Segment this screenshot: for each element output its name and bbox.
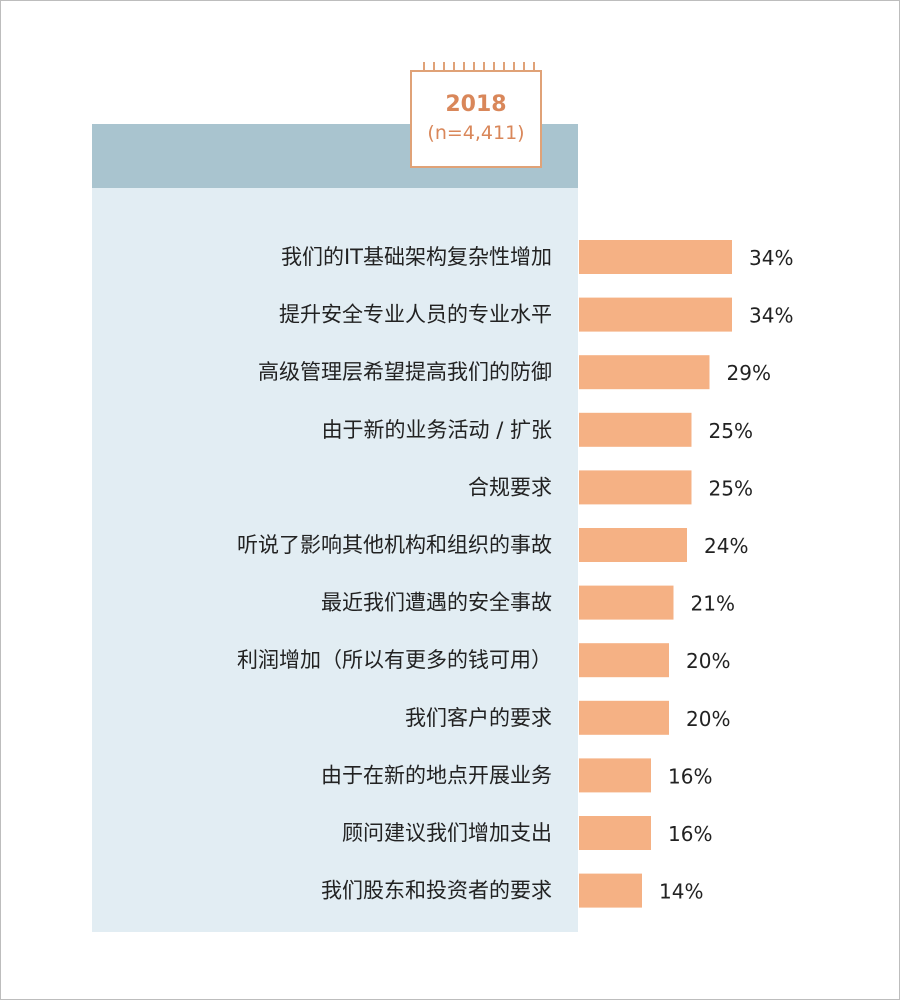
category-label: 我们客户的要求	[405, 706, 552, 730]
value-label: 24%	[704, 534, 748, 558]
category-label: 高级管理层希望提高我们的防御	[258, 360, 552, 384]
category-label: 提升安全专业人员的专业水平	[279, 303, 552, 327]
bar-2	[579, 297, 732, 332]
category-label: 最近我们遭遇的安全事故	[321, 591, 552, 615]
value-label: 16%	[668, 764, 712, 788]
category-label: 听说了影响其他机构和组织的事故	[237, 533, 552, 557]
bar-7	[579, 585, 674, 620]
value-label: 29%	[727, 361, 771, 385]
bar-9	[579, 700, 669, 735]
value-label: 34%	[749, 304, 793, 328]
value-label: 16%	[668, 822, 712, 846]
bar-11	[579, 816, 651, 850]
category-label: 我们的IT基础架构复杂性增加	[281, 245, 552, 269]
value-label: 20%	[686, 649, 730, 673]
category-label: 合规要求	[468, 475, 552, 499]
bar-12	[579, 873, 642, 908]
bar-3	[579, 355, 710, 390]
sample-size: (n=4,411)	[427, 122, 525, 144]
bar-6	[579, 528, 687, 562]
category-label: 由于在新的地点开展业务	[321, 763, 552, 787]
bar-4	[579, 412, 692, 447]
bar-1	[579, 240, 732, 274]
category-panel	[92, 124, 578, 932]
bar-8	[579, 643, 669, 678]
category-label: 我们股东和投资者的要求	[321, 879, 552, 903]
value-label: 14%	[659, 880, 703, 904]
value-label: 34%	[749, 246, 793, 270]
value-label: 21%	[691, 592, 735, 616]
value-label: 25%	[709, 476, 753, 500]
category-label: 由于新的业务活动 / 扩张	[322, 418, 552, 442]
category-label: 利润增加（所以有更多的钱可用）	[237, 648, 552, 672]
value-label: 20%	[686, 707, 730, 731]
calendar-badge	[410, 70, 542, 168]
survey-year: 2018	[445, 92, 507, 117]
category-label: 顾问建议我们增加支出	[342, 821, 552, 845]
bar-10	[579, 758, 651, 793]
bar-5	[579, 470, 692, 505]
value-label: 25%	[709, 419, 753, 443]
